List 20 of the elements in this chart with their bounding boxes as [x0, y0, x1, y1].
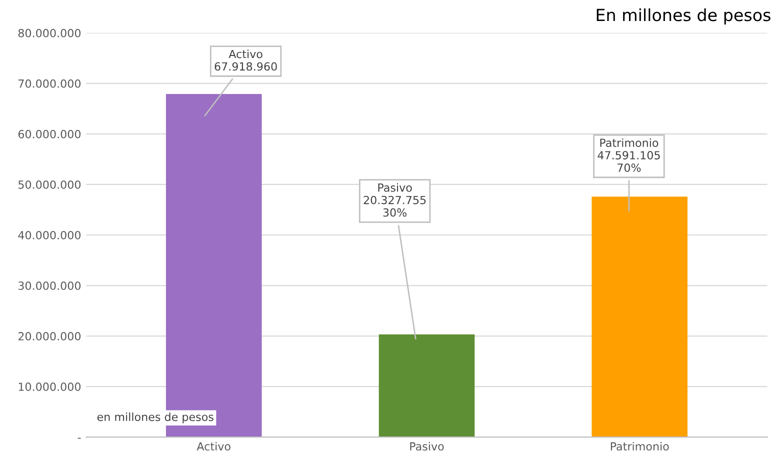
y-tick-label: 40.000.000	[18, 230, 81, 240]
x-tick-label: Patrimonio	[610, 442, 669, 451]
x-tick-label: Activo	[196, 442, 230, 451]
bar	[166, 94, 262, 438]
x-tick-label: Pasivo	[410, 442, 444, 451]
chart-title: En millones de pesos	[596, 8, 770, 25]
data-label: Activo 67.918.960	[214, 50, 277, 71]
y-tick-label: 20.000.000	[18, 332, 81, 340]
annotation: en millones de pesos	[97, 412, 214, 424]
y-tick-label: 30.000.000	[18, 282, 81, 290]
y-tick-label: 70.000.000	[18, 79, 81, 88]
y-tick-label: -	[78, 438, 81, 439]
y-tick-label: 60.000.000	[18, 130, 81, 138]
y-tick-label: 10.000.000	[18, 382, 81, 391]
y-tick-label: 80.000.000	[18, 28, 81, 38]
data-label: Patrimonio 47.591.105 70%	[598, 138, 660, 172]
data-label: Pasivo 20.327.755 30%	[364, 183, 426, 217]
bar	[378, 334, 475, 438]
y-tick-label: 50.000.000	[18, 180, 81, 189]
bar	[592, 196, 688, 438]
